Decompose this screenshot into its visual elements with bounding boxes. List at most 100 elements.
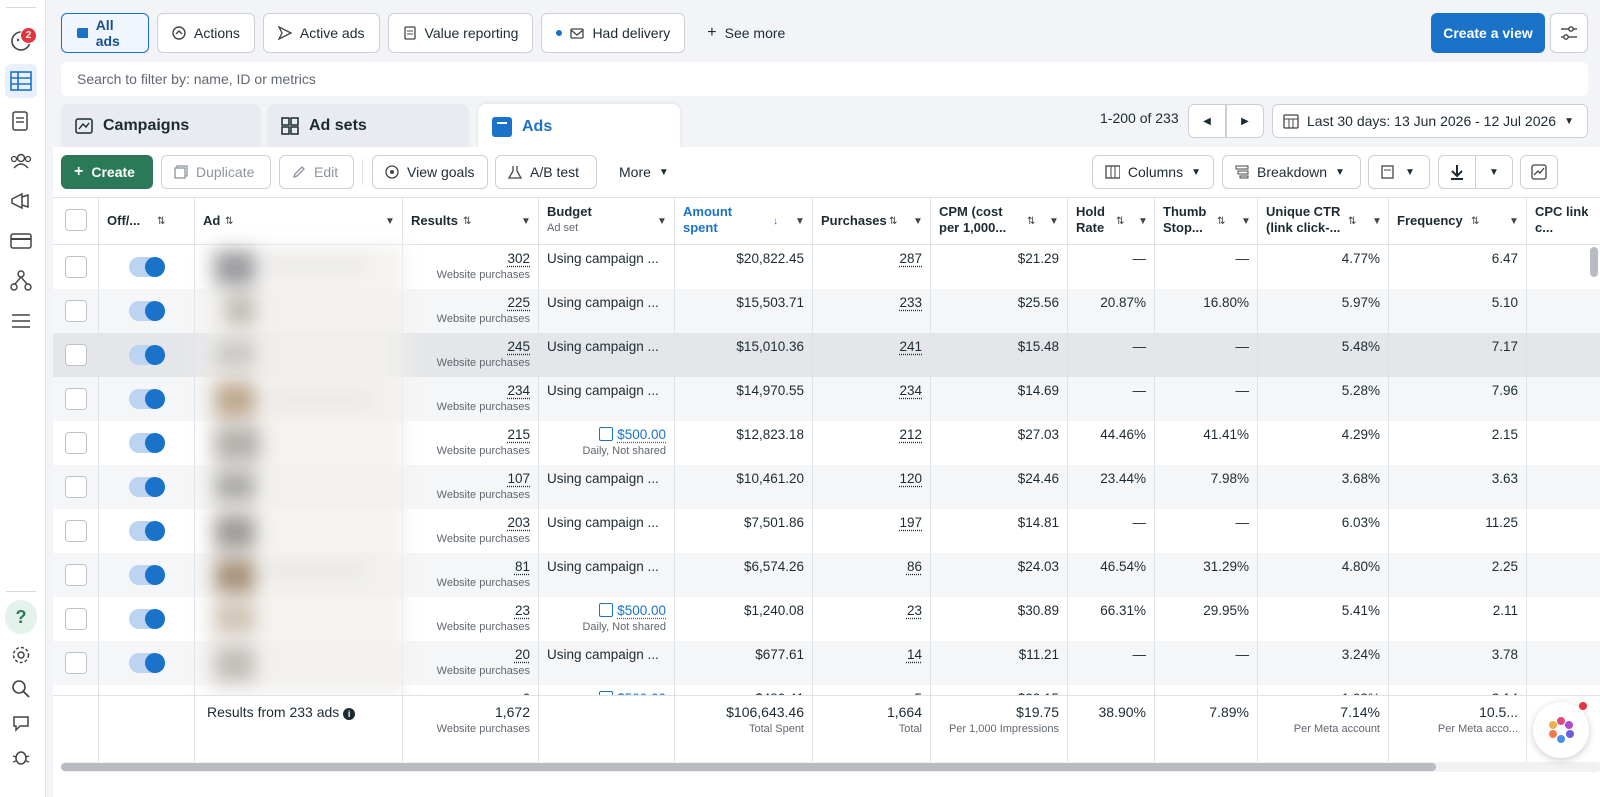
- chevron-down-icon: ▼: [1138, 216, 1148, 227]
- row-checkbox[interactable]: [65, 256, 87, 278]
- reports-dropdown[interactable]: ▼: [1368, 155, 1430, 189]
- header-purchases[interactable]: Purchases ⇅ ▼: [813, 198, 931, 244]
- ad-on-off-toggle[interactable]: [129, 521, 165, 541]
- filter-all-ads[interactable]: All ads: [61, 13, 149, 53]
- ad-on-off-toggle[interactable]: [129, 477, 165, 497]
- header-results[interactable]: Results ⇅ ▼: [403, 198, 539, 244]
- next-page-button[interactable]: ▶: [1226, 104, 1264, 138]
- row-checkbox[interactable]: [65, 344, 87, 366]
- frequency-cell: 6.47: [1389, 245, 1527, 289]
- thumb-stop-cell: 41.41%: [1155, 421, 1258, 465]
- header-hold-rate[interactable]: Hold Rate ⇅ ▼: [1068, 198, 1155, 244]
- ad-on-off-toggle[interactable]: [129, 609, 165, 629]
- filter-actions[interactable]: Actions: [157, 13, 255, 53]
- amount-spent-cell: $14,970.55: [675, 377, 813, 421]
- info-icon[interactable]: i: [343, 708, 356, 720]
- more-dropdown[interactable]: More ▼: [607, 155, 679, 189]
- view-goals-button[interactable]: View goals: [372, 155, 488, 189]
- header-amount-spent[interactable]: Amount spent ↓ ▼: [675, 198, 813, 244]
- amount-spent-cell: $10,461.20: [675, 465, 813, 509]
- ad-on-off-toggle[interactable]: [129, 345, 165, 365]
- hold-rate-cell: [1068, 685, 1155, 695]
- ad-on-off-toggle[interactable]: [129, 565, 165, 585]
- chevron-down-icon: ▼: [1191, 166, 1201, 178]
- export-options-dropdown[interactable]: ▼: [1475, 155, 1513, 189]
- megaphone-icon[interactable]: [5, 184, 37, 218]
- menu-icon[interactable]: [5, 304, 37, 338]
- row-checkbox[interactable]: [65, 300, 87, 322]
- table-row[interactable]: 6Website purchases$500.00$480.415$22.15 1…: [53, 685, 1600, 695]
- previous-page-button[interactable]: ◀: [1188, 104, 1226, 138]
- events-manager-icon[interactable]: [5, 264, 37, 298]
- purchases-cell: 86: [813, 553, 931, 597]
- row-checkbox[interactable]: [65, 476, 87, 498]
- help-icon[interactable]: ?: [5, 600, 37, 634]
- row-checkbox[interactable]: [65, 652, 87, 674]
- table-row[interactable]: 23 Website purchases $500.00 Daily, Not sha…: [53, 597, 1600, 641]
- row-checkbox[interactable]: [65, 388, 87, 410]
- header-cpc[interactable]: CPC link c...: [1535, 204, 1589, 235]
- bug-report-icon[interactable]: [5, 740, 37, 774]
- settings-gear-icon[interactable]: [5, 638, 37, 672]
- unique-ctr-cell: 3.68%: [1258, 465, 1389, 509]
- tab-ad-sets[interactable]: Ad sets: [267, 104, 469, 148]
- table-row[interactable]: 203 Website purchases Using campaign ... $7…: [53, 509, 1600, 553]
- header-thumb-stop[interactable]: Thumb Stop... ⇅ ▼: [1155, 198, 1258, 244]
- create-view-button[interactable]: Create a view: [1431, 13, 1545, 53]
- table-row[interactable]: 302 Website purchases Using campaign ... $2…: [53, 245, 1600, 289]
- header-budget[interactable]: Budget Ad set ▼: [539, 198, 675, 244]
- row-toggle-cell: [99, 597, 195, 641]
- header-ad[interactable]: Ad ⇅ ▼: [195, 198, 403, 244]
- budget-chart-icon[interactable]: [599, 427, 614, 441]
- pencil-icon: [292, 166, 305, 179]
- row-checkbox[interactable]: [65, 564, 87, 586]
- ab-test-button[interactable]: A/B test: [495, 155, 597, 189]
- filter-had-delivery[interactable]: Had delivery: [541, 13, 686, 53]
- columns-dropdown[interactable]: Columns ▼: [1092, 155, 1214, 189]
- vertical-scrollbar[interactable]: [1590, 247, 1598, 277]
- filter-value-reporting[interactable]: Value reporting: [387, 13, 534, 53]
- view-settings-button[interactable]: [1550, 13, 1588, 53]
- ad-on-off-toggle[interactable]: [129, 653, 165, 673]
- create-button[interactable]: + Create: [61, 155, 153, 189]
- row-checkbox[interactable]: [65, 520, 87, 542]
- filter-active-ads[interactable]: Active ads: [262, 13, 380, 53]
- chart-icon: [1531, 164, 1547, 180]
- charts-button[interactable]: [1520, 155, 1558, 189]
- duplicate-button[interactable]: Duplicate: [161, 155, 271, 189]
- budget-chart-icon[interactable]: [599, 603, 614, 617]
- budget-chart-icon[interactable]: [599, 691, 614, 695]
- edit-button[interactable]: Edit: [279, 155, 354, 189]
- ad-on-off-toggle[interactable]: [129, 257, 165, 277]
- header-off-on[interactable]: Off/... ⇅: [99, 198, 195, 244]
- frequency-cell: 7.17: [1389, 333, 1527, 377]
- header-frequency[interactable]: Frequency ⇅ ▼: [1389, 198, 1527, 244]
- tab-ads[interactable]: Ads: [478, 104, 680, 149]
- header-cpm[interactable]: CPM (cost per 1,000... ⇅ ▼: [931, 198, 1068, 244]
- billing-card-icon[interactable]: [5, 224, 37, 258]
- feedback-icon[interactable]: [5, 706, 37, 740]
- frequency-cell: 2.11: [1389, 597, 1527, 641]
- export-button[interactable]: [1438, 155, 1476, 189]
- row-checkbox[interactable]: [65, 608, 87, 630]
- scrollbar-thumb[interactable]: [61, 763, 1436, 771]
- ad-on-off-toggle[interactable]: [129, 389, 165, 409]
- ad-on-off-toggle[interactable]: [129, 301, 165, 321]
- select-all-checkbox[interactable]: [65, 209, 87, 231]
- search-filter-input[interactable]: Search to filter by: name, ID or metrics: [61, 62, 1588, 96]
- meta-ai-assistant-button[interactable]: [1533, 702, 1589, 758]
- tab-campaigns[interactable]: Campaigns: [61, 104, 261, 148]
- ads-manager-table-icon[interactable]: [5, 64, 37, 98]
- search-icon[interactable]: [5, 672, 37, 706]
- ad-on-off-toggle[interactable]: [129, 433, 165, 453]
- budget-cell: Using campaign ...: [539, 289, 675, 333]
- see-more-button[interactable]: + See more: [707, 24, 786, 41]
- horizontal-scrollbar[interactable]: [61, 762, 1600, 772]
- breakdown-dropdown[interactable]: Breakdown ▼: [1222, 155, 1361, 189]
- row-checkbox[interactable]: [65, 432, 87, 454]
- row-select-cell: [53, 553, 99, 597]
- audiences-icon[interactable]: [5, 144, 37, 178]
- pages-icon[interactable]: [5, 104, 37, 138]
- date-range-picker[interactable]: Last 30 days: 13 Jun 2026 - 12 Jul 2026 …: [1272, 104, 1588, 138]
- header-unique-ctr[interactable]: Unique CTR (link click-... ⇅ ▼: [1258, 198, 1389, 244]
